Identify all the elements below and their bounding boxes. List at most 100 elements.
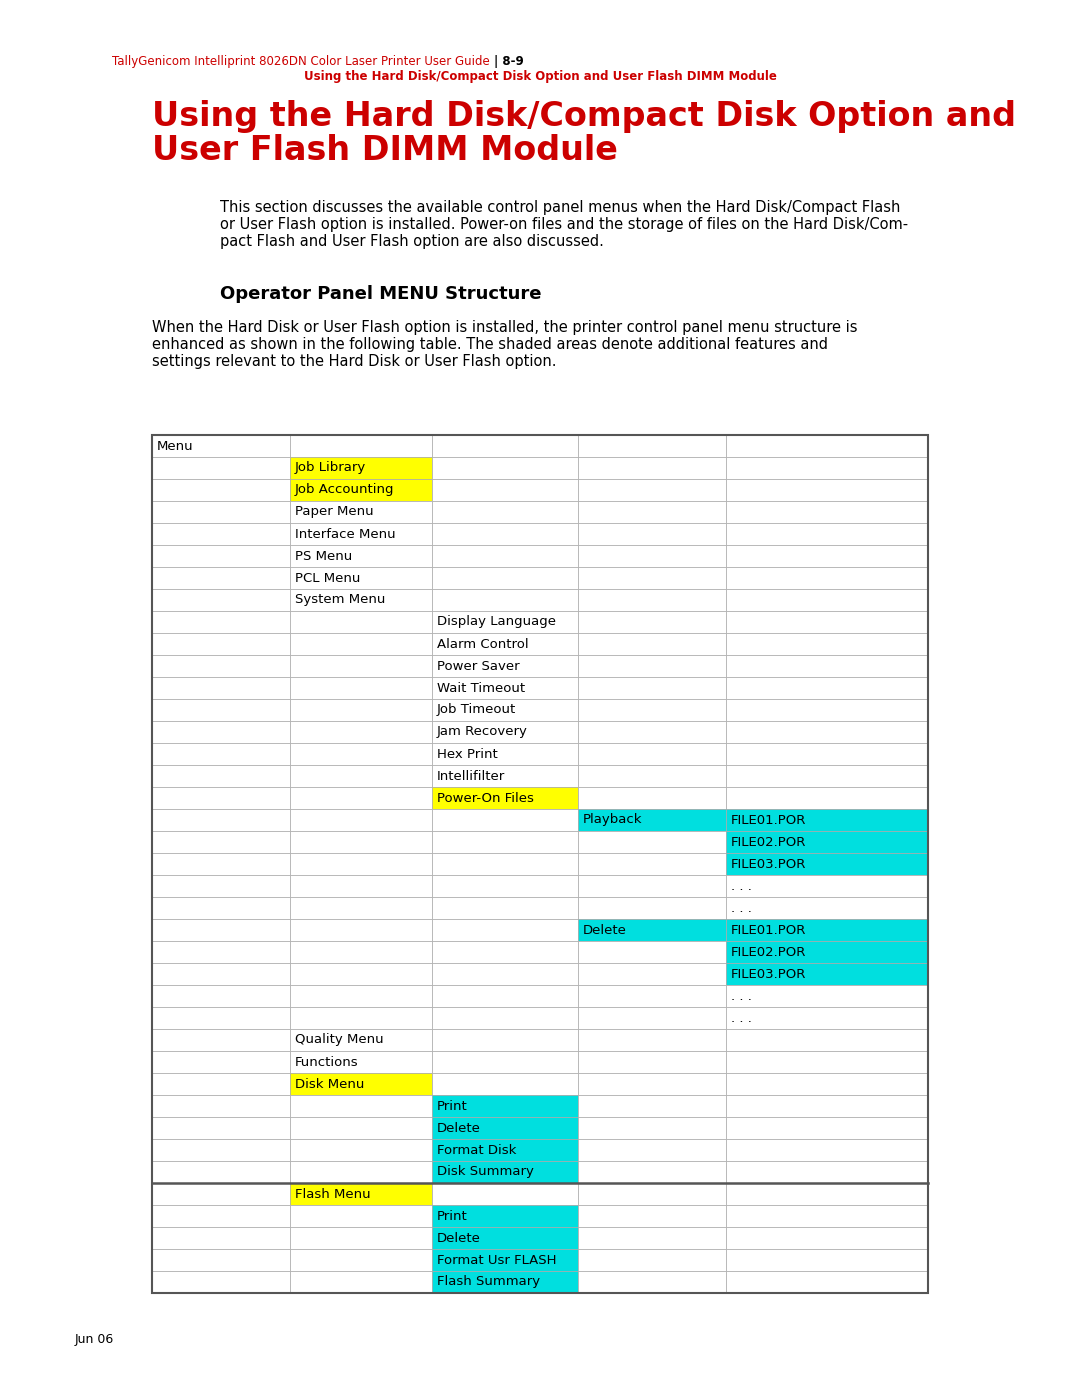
Text: Menu: Menu [157, 440, 193, 453]
Bar [152, 831, 291, 854]
Bar [432, 1095, 578, 1118]
Text: Using the Hard Disk/Compact Disk Option and User Flash DIMM Module: Using the Hard Disk/Compact Disk Option … [303, 70, 777, 82]
Bar [578, 434, 726, 457]
Bar [152, 457, 291, 479]
Bar [152, 1227, 291, 1249]
Bar [152, 434, 291, 457]
Bar [291, 942, 432, 963]
Text: . . .: . . . [731, 1011, 752, 1024]
Text: Hex Print: Hex Print [437, 747, 498, 760]
Text: Flash Menu: Flash Menu [295, 1187, 370, 1200]
Bar [291, 831, 432, 854]
Bar [291, 1051, 432, 1073]
Bar [291, 875, 432, 897]
Bar [432, 590, 578, 610]
Bar [578, 545, 726, 567]
Bar [432, 721, 578, 743]
Bar [578, 1007, 726, 1030]
Bar [578, 766, 726, 787]
Text: Disk Menu: Disk Menu [295, 1077, 364, 1091]
Text: . . .: . . . [731, 880, 752, 893]
Bar [578, 963, 726, 985]
Bar [578, 1139, 726, 1161]
Bar [578, 1095, 726, 1118]
Bar [578, 610, 726, 633]
Bar [578, 655, 726, 678]
Bar [152, 434, 928, 1294]
Bar [578, 919, 726, 942]
Text: Disk Summary: Disk Summary [437, 1165, 534, 1179]
Bar [152, 854, 291, 875]
Bar [152, 545, 291, 567]
Bar [432, 567, 578, 590]
Bar [432, 1271, 578, 1294]
Bar [432, 1073, 578, 1095]
Bar [578, 942, 726, 963]
Bar [291, 633, 432, 655]
Bar [291, 1139, 432, 1161]
Bar [291, 787, 432, 809]
Bar [152, 942, 291, 963]
Bar [291, 919, 432, 942]
Bar [432, 1139, 578, 1161]
Bar [432, 897, 578, 919]
Bar [152, 1139, 291, 1161]
Text: PCL Menu: PCL Menu [295, 571, 361, 584]
Bar [726, 942, 928, 963]
Bar [726, 1161, 928, 1183]
Text: Using the Hard Disk/Compact Disk Option and: Using the Hard Disk/Compact Disk Option … [152, 101, 1016, 133]
Text: Intellifilter: Intellifilter [437, 770, 505, 782]
Bar [578, 787, 726, 809]
Bar [726, 545, 928, 567]
Bar [152, 809, 291, 831]
Bar [152, 1118, 291, 1139]
Text: TallyGenicom Intelliprint 8026DN Color Laser Printer User Guide: TallyGenicom Intelliprint 8026DN Color L… [112, 54, 490, 68]
Bar [578, 854, 726, 875]
Bar [291, 985, 432, 1007]
Text: Flash Summary: Flash Summary [437, 1275, 540, 1288]
Bar [291, 1206, 432, 1227]
Bar [578, 1183, 726, 1206]
Bar [726, 1271, 928, 1294]
Bar [726, 1249, 928, 1271]
Bar [291, 610, 432, 633]
Bar [726, 610, 928, 633]
Bar [291, 1118, 432, 1139]
Bar [291, 963, 432, 985]
Text: FILE03.POR: FILE03.POR [731, 858, 807, 870]
Text: Job Accounting: Job Accounting [295, 483, 394, 496]
Bar [578, 743, 726, 766]
Text: Power Saver: Power Saver [437, 659, 519, 672]
Text: Delete: Delete [437, 1232, 481, 1245]
Bar [291, 766, 432, 787]
Bar [578, 590, 726, 610]
Bar [152, 610, 291, 633]
Text: FILE01.POR: FILE01.POR [731, 813, 807, 827]
Bar [152, 567, 291, 590]
Bar [152, 721, 291, 743]
Text: Print: Print [437, 1210, 468, 1222]
Bar [578, 1249, 726, 1271]
Bar [726, 985, 928, 1007]
Bar [432, 1206, 578, 1227]
Bar [432, 1030, 578, 1051]
Bar [726, 963, 928, 985]
Bar [578, 678, 726, 698]
Bar [432, 479, 578, 502]
Bar [432, 766, 578, 787]
Bar [726, 721, 928, 743]
Text: . . .: . . . [731, 901, 752, 915]
Bar [578, 721, 726, 743]
Bar [578, 897, 726, 919]
Bar [578, 1227, 726, 1249]
Bar [152, 1030, 291, 1051]
Bar [432, 787, 578, 809]
Text: Paper Menu: Paper Menu [295, 506, 374, 518]
Bar [432, 678, 578, 698]
Bar [152, 655, 291, 678]
Text: enhanced as shown in the following table. The shaded areas denote additional fea: enhanced as shown in the following table… [152, 337, 828, 352]
Text: When the Hard Disk or User Flash option is installed, the printer control panel : When the Hard Disk or User Flash option … [152, 320, 858, 335]
Bar [726, 766, 928, 787]
Bar [726, 1051, 928, 1073]
Bar [578, 1051, 726, 1073]
